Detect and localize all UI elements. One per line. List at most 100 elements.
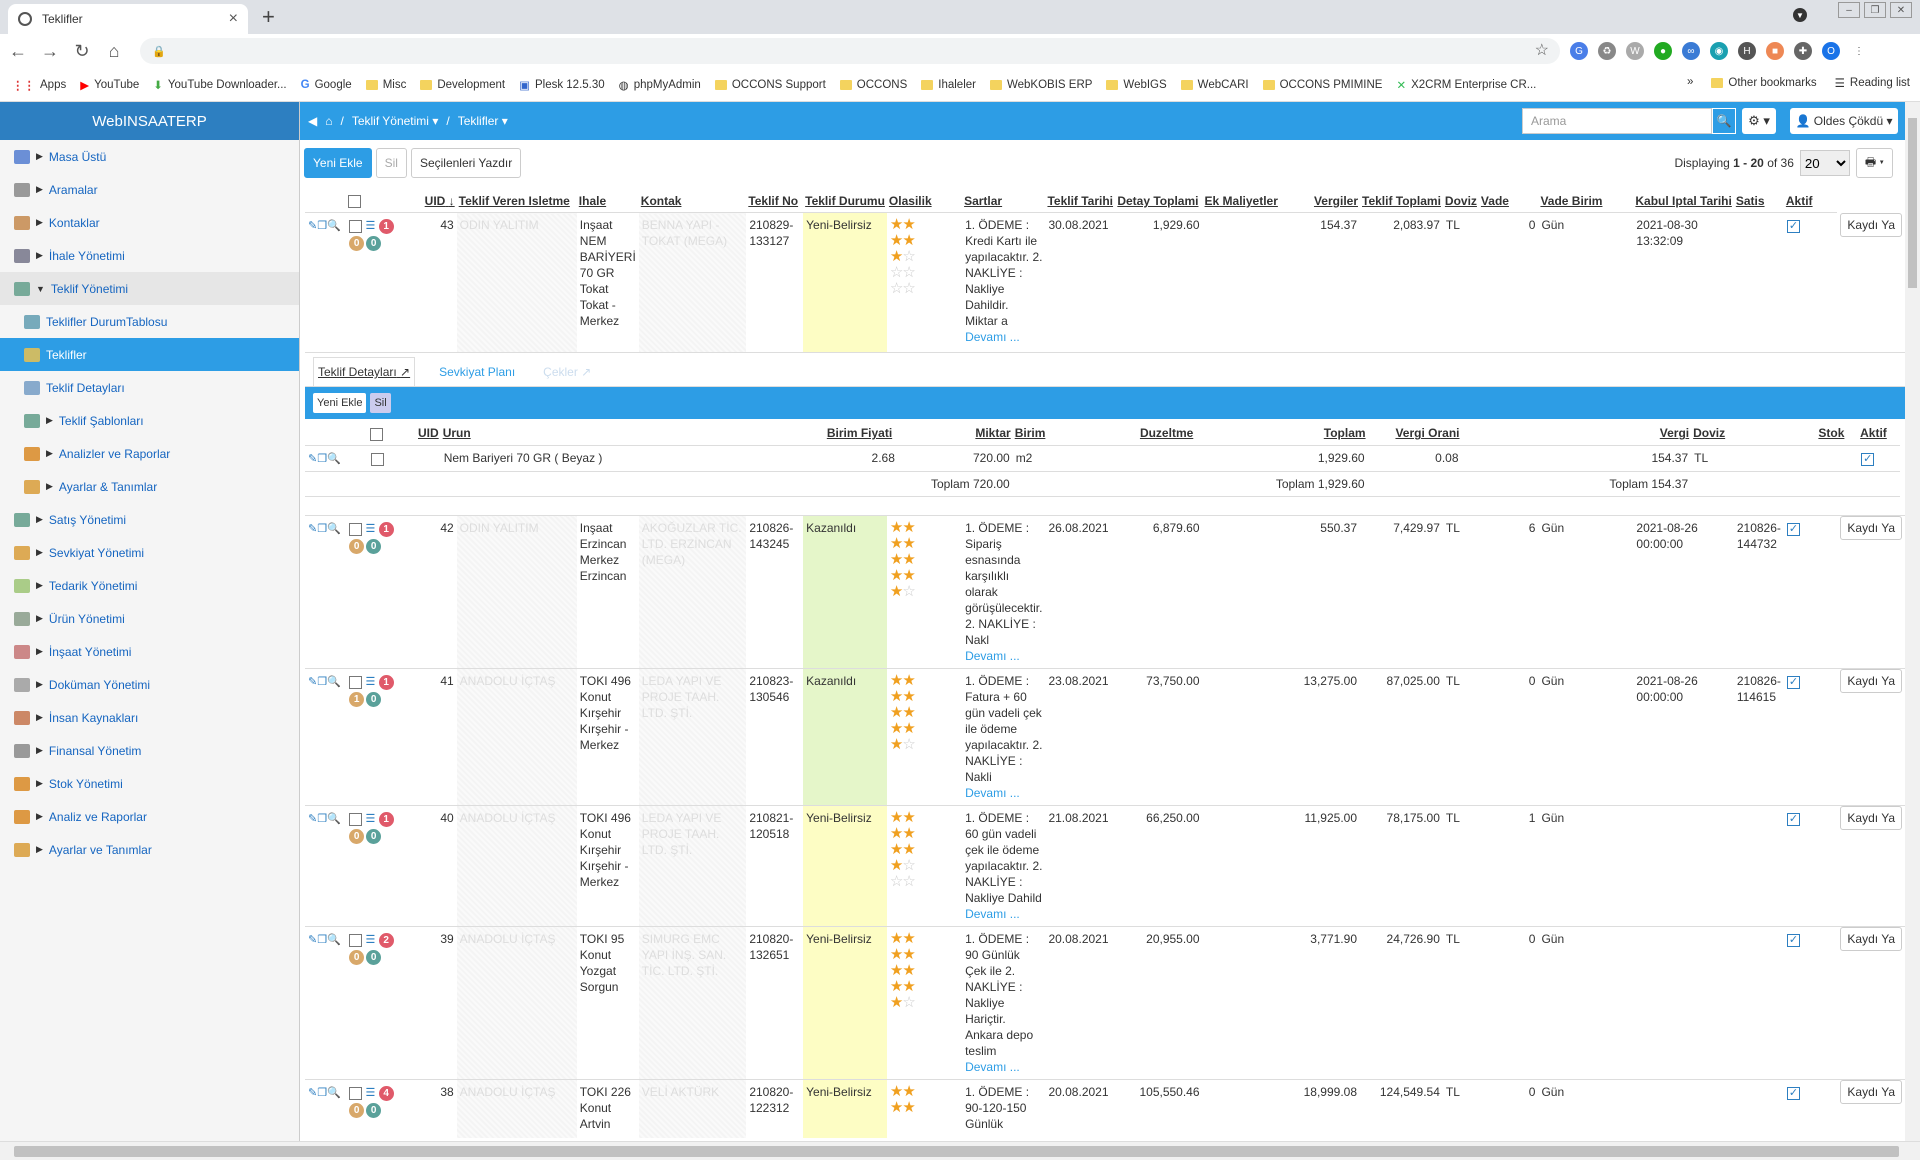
aktif-checkbox[interactable]	[1786, 811, 1800, 827]
html-icon[interactable]: H	[1738, 42, 1756, 60]
delete-button[interactable]: Sil	[375, 148, 407, 178]
col-olasilik[interactable]: Olasilik	[886, 188, 963, 214]
wiki-icon[interactable]: W	[1626, 42, 1644, 60]
bookmark-plesk[interactable]: ▣ Plesk 12.5.30	[519, 78, 605, 92]
count-badge[interactable]: 1	[349, 692, 365, 708]
detail-col-stok[interactable]: Stok	[1816, 419, 1859, 447]
extension-icon[interactable]: ♻	[1598, 42, 1616, 60]
lock-icon[interactable]: 🔒	[152, 45, 166, 58]
table-row[interactable]: ✎❐🔍 ☰ 10 0 40 ANADOLU İÇTAŞ TOKI 496 Konu…	[305, 805, 1905, 928]
tab-teklif-detaylari[interactable]: Teklif Detayları ↗	[313, 357, 416, 387]
sidebar-item-satis[interactable]: ▶ Satış Yönetimi	[0, 503, 299, 536]
row-checkbox[interactable]	[349, 219, 363, 233]
tab-cekler[interactable]: Çekler ↗	[543, 365, 592, 380]
row-checkbox[interactable]	[349, 933, 363, 947]
copy-icon[interactable]: ❐	[317, 220, 328, 233]
pin-icon[interactable]: ●	[1654, 42, 1672, 60]
more-link[interactable]: Devamı ...	[965, 649, 1020, 664]
col-uid[interactable]: UID ↓	[413, 188, 457, 214]
horizontal-scrollbar[interactable]	[0, 1141, 1920, 1160]
copy-icon[interactable]: ❐	[317, 676, 328, 689]
menu-icon[interactable]: ⋮	[1850, 42, 1868, 60]
more-link[interactable]: Devamı ...	[965, 1060, 1020, 1075]
copy-icon[interactable]: ❐	[317, 934, 328, 947]
aktif-checkbox[interactable]	[1786, 218, 1800, 234]
list-icon[interactable]: ☰	[365, 676, 376, 689]
save-record-button[interactable]: Kaydı Ya	[1840, 669, 1902, 694]
back-icon[interactable]: ←	[9, 40, 27, 61]
detail-col-toplam[interactable]: Toplam	[1263, 419, 1368, 447]
table-row[interactable]: ✎❐🔍 ☰ 40 0 38 ANADOLU İÇTAŞ TOKI 226 Konu…	[305, 1079, 1905, 1138]
translate-icon[interactable]: G	[1570, 42, 1588, 60]
detail-col-urun[interactable]: Urun	[440, 419, 825, 447]
col-teklif-toplami[interactable]: Teklif Toplami	[1360, 188, 1443, 214]
new-tab-button[interactable]: +	[262, 4, 275, 29]
sidebar-item-tedarik[interactable]: ▶ Tedarik Yönetimi	[0, 569, 299, 602]
new-button[interactable]: Yeni Ekle	[304, 148, 372, 178]
col-doviz[interactable]: Doviz	[1442, 188, 1479, 214]
profile-avatar[interactable]: O	[1822, 42, 1840, 60]
col-tarih[interactable]: Teklif Tarihi	[1045, 188, 1116, 214]
bookmark-ytdl[interactable]: ⬇ YouTube Downloader...	[153, 78, 287, 92]
close-tab-icon[interactable]: ×	[228, 10, 238, 27]
detail-select-all[interactable]	[369, 427, 383, 441]
browser-tab[interactable]: Teklifler ×	[8, 4, 248, 34]
aktif-checkbox[interactable]	[1786, 932, 1800, 948]
aktif-checkbox[interactable]	[1786, 1085, 1800, 1101]
edit-icon[interactable]: ✎	[308, 934, 318, 947]
col-isletme[interactable]: Teklif Veren Isletme	[456, 188, 577, 214]
col-kabul-tarihi[interactable]: Kabul Iptal Tarihi	[1633, 188, 1734, 214]
bookmark-development[interactable]: Development	[420, 79, 505, 91]
count-badge[interactable]: 0	[349, 950, 365, 966]
view-icon[interactable]: 🔍	[327, 453, 341, 466]
sidebar-item-analizler[interactable]: ▶ Analizler ve Raporlar	[0, 437, 299, 470]
row-checkbox[interactable]	[349, 675, 363, 689]
col-ihale[interactable]: Ihale	[576, 188, 639, 214]
more-link[interactable]: Devamı ...	[965, 786, 1020, 801]
loop-icon[interactable]: ∞	[1682, 42, 1700, 60]
more-bookmarks[interactable]: »	[1686, 76, 1694, 88]
row-checkbox[interactable]	[349, 522, 363, 536]
count-badge[interactable]: 0	[366, 1103, 382, 1119]
table-row[interactable]: ✎❐🔍 ☰ 20 0 39 ANADOLU İÇTAŞ TOKI 95 Konut…	[305, 926, 1905, 1081]
bookmark-google[interactable]: G Google	[300, 78, 352, 91]
bookmark-misc[interactable]: Misc	[365, 79, 406, 91]
edit-icon[interactable]: ✎	[308, 676, 318, 689]
list-icon[interactable]: ☰	[365, 934, 376, 947]
copy-icon[interactable]: ❐	[317, 1087, 328, 1100]
count-badge[interactable]: 0	[349, 829, 365, 845]
sidebar-item-dokuman[interactable]: ▶ Doküman Yönetimi	[0, 668, 299, 701]
other-bookmarks[interactable]: Other bookmarks	[1711, 76, 1817, 90]
col-vade-birim[interactable]: Vade Birim	[1538, 188, 1634, 214]
detail-item-row[interactable]: ✎❐🔍 Nem Bariyeri 70 GR ( Beyaz ) 2.68 72…	[305, 445, 1900, 473]
edit-icon[interactable]: ✎	[308, 220, 318, 233]
detail-col-uid[interactable]: UID	[398, 419, 441, 447]
col-satis[interactable]: Satis	[1733, 188, 1784, 214]
save-record-button[interactable]: Kaydı Ya	[1840, 927, 1902, 952]
list-icon[interactable]: ☰	[365, 813, 376, 826]
count-badge[interactable]: 0	[366, 692, 382, 708]
copy-icon[interactable]: ❐	[317, 523, 328, 536]
count-badge[interactable]: 0	[366, 950, 382, 966]
detail-col-vergi[interactable]: Vergi	[1461, 419, 1692, 447]
detail-col-duzeltme[interactable]: Duzeltme	[1137, 419, 1264, 447]
sidebar-item-ihale[interactable]: ▶ İhale Yönetimi	[0, 239, 299, 272]
sidebar-item-insaat[interactable]: ▶ İnşaat Yönetimi	[0, 635, 299, 668]
settings-button[interactable]: ⚙ ▾	[1742, 108, 1776, 134]
breadcrumb-teklifler[interactable]: Teklifler ▾	[457, 114, 508, 128]
count-badge[interactable]: 4	[378, 1086, 394, 1102]
more-link[interactable]: Devamı ...	[965, 907, 1020, 922]
bookmark-occons-support[interactable]: OCCONS Support	[714, 79, 826, 91]
tab-sevkiyat-plani[interactable]: Sevkiyat Planı	[439, 365, 516, 380]
minimize-icon[interactable]: –	[1838, 2, 1860, 18]
detail-delete-button[interactable]: Sil	[370, 393, 391, 414]
row-checkbox[interactable]	[349, 812, 363, 826]
list-icon[interactable]: ☰	[365, 1087, 376, 1100]
sidebar-item-masa-ustu[interactable]: ▶ Masa Üstü	[0, 140, 299, 173]
save-record-button[interactable]: Kaydı Ya	[1840, 806, 1902, 831]
count-badge[interactable]: 0	[366, 539, 382, 555]
list-icon[interactable]: ☰	[365, 523, 376, 536]
page-size-select[interactable]: 20	[1799, 150, 1850, 176]
breadcrumb-teklif-yonetimi[interactable]: Teklif Yönetimi ▾	[351, 114, 439, 128]
user-menu-button[interactable]: 👤 Oldes Çökdü ▾	[1790, 108, 1898, 134]
